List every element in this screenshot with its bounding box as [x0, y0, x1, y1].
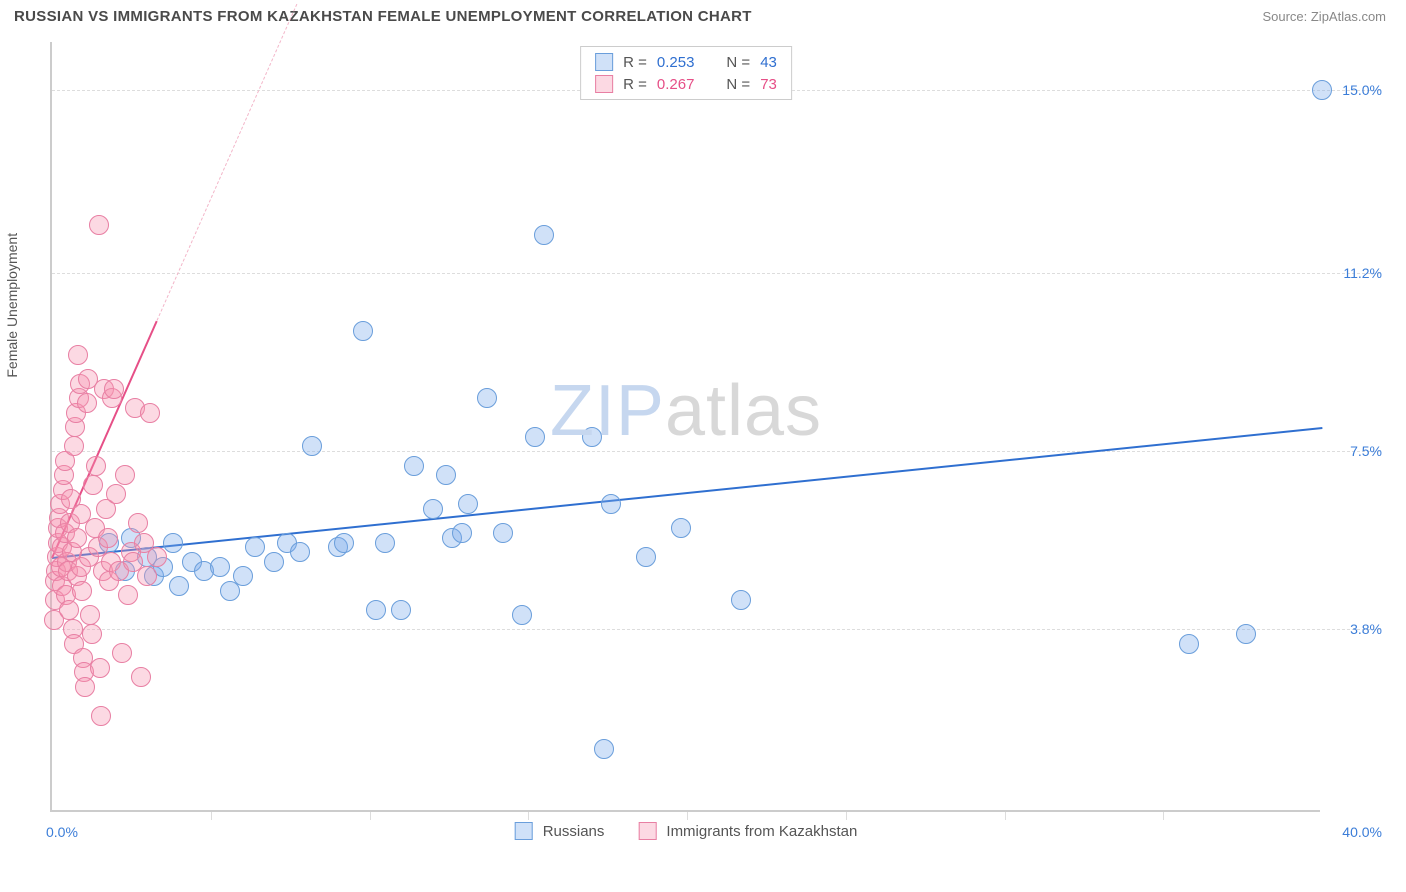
scatter-point: [90, 658, 110, 678]
legend-series-box: Russians Immigrants from Kazakhstan: [515, 822, 858, 840]
y-tick-label: 3.8%: [1350, 621, 1382, 637]
scatter-point: [245, 537, 265, 557]
scatter-point: [118, 585, 138, 605]
x-tick: [211, 812, 212, 820]
chart-title: RUSSIAN VS IMMIGRANTS FROM KAZAKHSTAN FE…: [14, 8, 752, 25]
swatch-russians-icon: [595, 53, 613, 71]
scatter-point: [512, 605, 532, 625]
n-value-russians: 43: [760, 54, 777, 71]
scatter-point: [75, 677, 95, 697]
scatter-point: [86, 456, 106, 476]
scatter-point: [106, 484, 126, 504]
y-tick-label: 15.0%: [1342, 82, 1382, 98]
chart-container: Female Unemployment ZIPatlas R = 0.253 N…: [14, 42, 1392, 842]
scatter-point: [233, 566, 253, 586]
scatter-point: [290, 542, 310, 562]
r-value-kazakhstan: 0.267: [657, 76, 695, 93]
plot-area: ZIPatlas R = 0.253 N = 43 R = 0.267 N = …: [50, 42, 1320, 812]
scatter-point: [77, 393, 97, 413]
scatter-point: [147, 547, 167, 567]
scatter-point: [80, 605, 100, 625]
r-label: R =: [623, 76, 647, 93]
legend-row-russians: R = 0.253 N = 43: [595, 51, 777, 73]
scatter-point: [493, 523, 513, 543]
scatter-point: [64, 436, 84, 456]
x-tick: [846, 812, 847, 820]
scatter-point: [137, 566, 157, 586]
scatter-point: [115, 465, 135, 485]
x-tick: [1005, 812, 1006, 820]
scatter-point: [436, 465, 456, 485]
legend-label-kazakhstan: Immigrants from Kazakhstan: [666, 823, 857, 840]
r-value-russians: 0.253: [657, 54, 695, 71]
scatter-point: [582, 427, 602, 447]
scatter-point: [1236, 624, 1256, 644]
scatter-point: [404, 456, 424, 476]
scatter-point: [366, 600, 386, 620]
scatter-point: [264, 552, 284, 572]
scatter-point: [67, 528, 87, 548]
scatter-point: [89, 215, 109, 235]
scatter-point: [534, 225, 554, 245]
gridline-horizontal: [52, 451, 1380, 452]
scatter-point: [601, 494, 621, 514]
x-tick: [1163, 812, 1164, 820]
trend-line: [52, 427, 1322, 559]
scatter-point: [302, 436, 322, 456]
scatter-point: [59, 600, 79, 620]
scatter-point: [91, 706, 111, 726]
scatter-point: [452, 523, 472, 543]
legend-label-russians: Russians: [543, 823, 605, 840]
scatter-point: [163, 533, 183, 553]
scatter-point: [1179, 634, 1199, 654]
scatter-point: [210, 557, 230, 577]
scatter-point: [112, 643, 132, 663]
scatter-point: [334, 533, 354, 553]
scatter-point: [458, 494, 478, 514]
gridline-horizontal: [52, 273, 1380, 274]
scatter-point: [375, 533, 395, 553]
scatter-point: [1312, 80, 1332, 100]
n-label: N =: [726, 54, 750, 71]
scatter-point: [391, 600, 411, 620]
scatter-point: [731, 590, 751, 610]
n-value-kazakhstan: 73: [760, 76, 777, 93]
swatch-kazakhstan-icon: [638, 822, 656, 840]
n-label: N =: [726, 76, 750, 93]
scatter-point: [98, 528, 118, 548]
scatter-point: [140, 403, 160, 423]
swatch-russians-icon: [515, 822, 533, 840]
chart-source: Source: ZipAtlas.com: [1262, 9, 1386, 24]
swatch-kazakhstan-icon: [595, 75, 613, 93]
scatter-point: [671, 518, 691, 538]
scatter-point: [82, 624, 102, 644]
x-axis-min-label: 0.0%: [46, 824, 78, 840]
y-tick-label: 7.5%: [1350, 443, 1382, 459]
r-label: R =: [623, 54, 647, 71]
scatter-point: [128, 513, 148, 533]
scatter-point: [353, 321, 373, 341]
scatter-point: [131, 667, 151, 687]
scatter-point: [72, 581, 92, 601]
scatter-point: [525, 427, 545, 447]
x-axis-max-label: 40.0%: [1342, 824, 1382, 840]
scatter-point: [169, 576, 189, 596]
scatter-point: [68, 345, 88, 365]
legend-correlation-box: R = 0.253 N = 43 R = 0.267 N = 73: [580, 46, 792, 100]
scatter-point: [423, 499, 443, 519]
x-tick: [687, 812, 688, 820]
y-tick-label: 11.2%: [1343, 265, 1382, 281]
y-axis-label: Female Unemployment: [4, 233, 20, 378]
scatter-point: [636, 547, 656, 567]
scatter-point: [594, 739, 614, 759]
x-tick: [370, 812, 371, 820]
scatter-point: [83, 475, 103, 495]
gridline-horizontal: [52, 629, 1380, 630]
scatter-point: [477, 388, 497, 408]
scatter-point: [104, 379, 124, 399]
x-tick: [528, 812, 529, 820]
legend-row-kazakhstan: R = 0.267 N = 73: [595, 73, 777, 95]
